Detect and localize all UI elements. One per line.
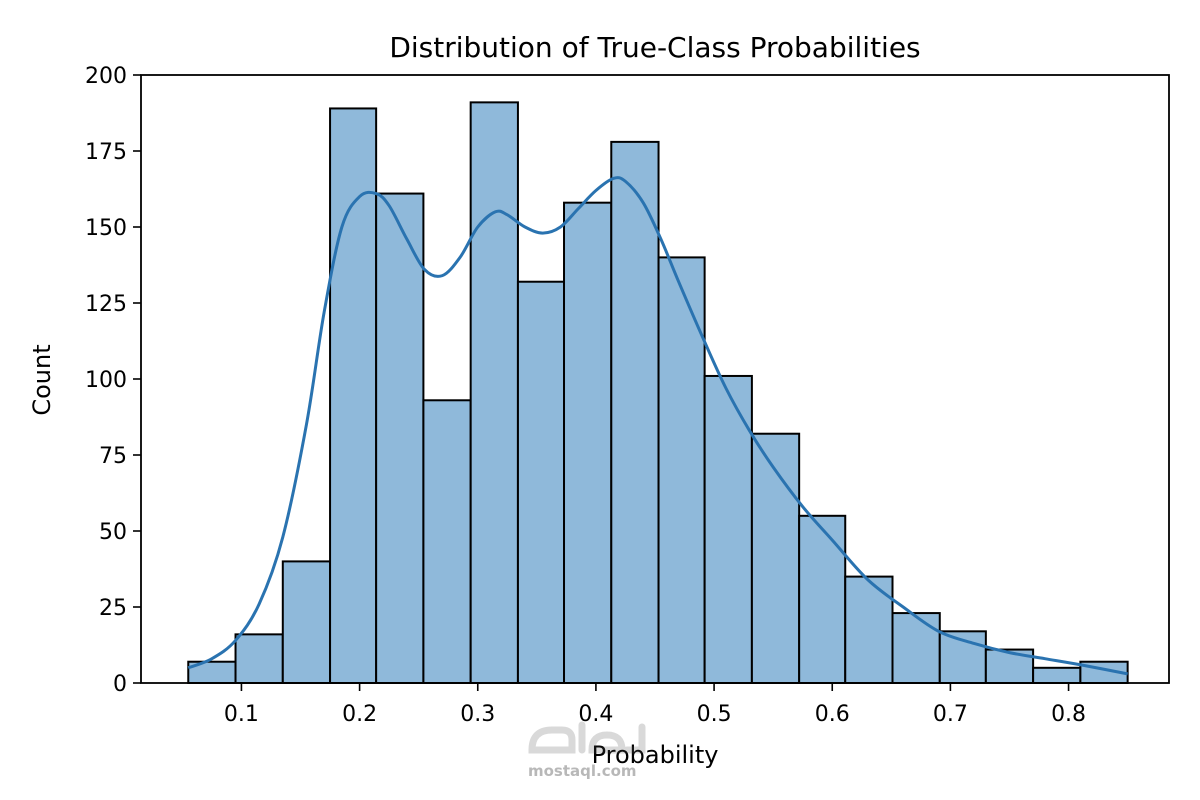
x-tick-label: 0.1 bbox=[224, 702, 259, 727]
x-tick-label: 0.6 bbox=[815, 702, 850, 727]
histogram-bar bbox=[798, 514, 847, 684]
y-tick-label: 100 bbox=[85, 368, 127, 393]
histogram-bar bbox=[657, 256, 706, 684]
histogram-bar bbox=[329, 107, 378, 684]
histogram-bar bbox=[516, 280, 566, 684]
y-tick-label: 0 bbox=[113, 672, 127, 697]
y-tick-label: 25 bbox=[99, 596, 127, 621]
x-tick-label: 0.5 bbox=[697, 702, 732, 727]
x-axis: 0.1 0.2 0.3 0.4 0.5 0.6 0.7 0.8 bbox=[224, 683, 1086, 727]
x-tick-label: 0.3 bbox=[460, 702, 495, 727]
y-axis: 0 25 50 75 100 125 150 175 200 bbox=[85, 64, 141, 697]
histogram-bar bbox=[703, 374, 753, 684]
histogram-bar bbox=[422, 399, 472, 684]
histogram-bar bbox=[281, 560, 332, 685]
y-tick-label: 175 bbox=[85, 140, 127, 165]
histogram-bar bbox=[610, 140, 660, 684]
x-tick-label: 0.8 bbox=[1051, 702, 1086, 727]
histogram-bar bbox=[1032, 666, 1082, 684]
histogram-bar bbox=[375, 192, 425, 684]
histogram-bar bbox=[563, 201, 613, 684]
x-axis-label: Probability bbox=[592, 741, 719, 769]
chart-title: Distribution of True-Class Probabilities bbox=[389, 31, 920, 64]
y-tick-label: 150 bbox=[85, 216, 127, 241]
histogram-bar bbox=[750, 432, 801, 684]
y-tick-label: 75 bbox=[99, 444, 127, 469]
x-tick-label: 0.7 bbox=[933, 702, 968, 727]
y-tick-label: 125 bbox=[85, 292, 127, 317]
watermark-text: mostaql.com bbox=[528, 762, 637, 780]
histogram-bar bbox=[234, 633, 284, 684]
y-tick-label: 50 bbox=[99, 520, 127, 545]
bars-group bbox=[187, 101, 1129, 685]
x-tick-label: 0.2 bbox=[342, 702, 377, 727]
watermark-logo bbox=[528, 721, 646, 754]
kde-curve bbox=[187, 176, 1128, 676]
y-tick-label: 200 bbox=[85, 64, 127, 89]
histogram-bar bbox=[469, 101, 519, 685]
histogram-bar bbox=[891, 612, 941, 685]
y-axis-label: Count bbox=[28, 344, 56, 415]
x-tick-label: 0.4 bbox=[578, 702, 613, 727]
